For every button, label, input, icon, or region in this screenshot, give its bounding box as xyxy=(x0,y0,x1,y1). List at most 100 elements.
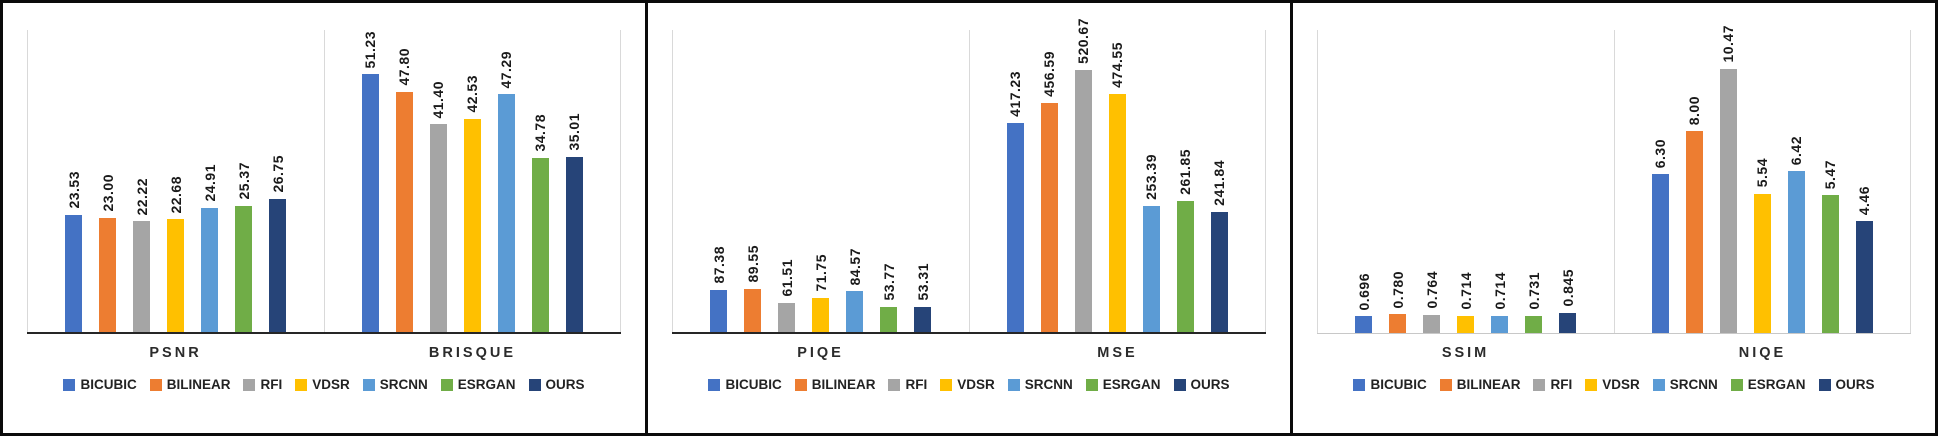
bar-value-label: 22.68 xyxy=(167,175,184,214)
bar-cell: 35.01 xyxy=(565,30,583,334)
legend-item-srcnn: SRCNN xyxy=(1007,377,1073,392)
bar-bicubic-piqe xyxy=(710,289,728,334)
legend-label: RFI xyxy=(1550,377,1573,392)
legend-swatch-icon xyxy=(1353,379,1366,391)
category-labels: PSNR BRISQUE xyxy=(27,345,621,361)
legend-label: ESRGAN xyxy=(457,377,516,392)
bar-cell: 22.22 xyxy=(133,30,151,334)
bar-cell: 23.00 xyxy=(99,30,117,334)
bar-value-label: 47.29 xyxy=(498,50,515,89)
bar-value-label: 4.46 xyxy=(1856,185,1873,215)
legend-swatch-icon xyxy=(1173,379,1186,391)
bar-srcnn-piqe xyxy=(846,291,864,334)
legend-swatch-icon xyxy=(888,379,901,391)
bar-cell: 26.75 xyxy=(269,30,287,334)
bar-bicubic-psnr xyxy=(65,214,83,334)
legend-label: BICUBIC xyxy=(725,377,782,392)
legend-swatch-icon xyxy=(440,379,453,391)
bar-ours-piqe xyxy=(914,307,932,334)
bar-cell: 10.47 xyxy=(1719,25,1737,334)
bar-value-label: 26.75 xyxy=(269,154,286,193)
bar-groups: 0.696 0.780 0.764 0.714 0.714 0.731 0.845 6.30 8… xyxy=(1317,25,1911,334)
bar-value-label: 23.53 xyxy=(65,171,82,209)
legend-swatch-icon xyxy=(1533,379,1546,391)
plot-area: 87.38 89.55 61.51 71.75 84.57 53.77 53.31 417.2… xyxy=(672,18,1266,334)
legend-label: OURS xyxy=(1835,377,1875,392)
category-label-piqe: PIQE xyxy=(797,345,844,361)
legend-label: VDSR xyxy=(1602,377,1640,392)
bar-cell: 8.00 xyxy=(1685,30,1703,334)
bar-bicubic-brisque xyxy=(361,74,379,334)
plot-border-left xyxy=(1317,30,1319,334)
plot-border-mid xyxy=(969,30,970,334)
bar-value-label: 25.37 xyxy=(235,161,252,200)
legend-item-bicubic: BICUBIC xyxy=(1353,377,1427,392)
bar-group-psnr: 23.53 23.00 22.22 22.68 24.91 25.37 26.75 xyxy=(27,30,324,334)
bar-value-label: 41.40 xyxy=(430,80,447,119)
bar-value-label: 0.731 xyxy=(1525,271,1542,310)
plot-border-mid xyxy=(1614,30,1615,334)
plot-border-left xyxy=(27,30,29,334)
bar-cell: 0.696 xyxy=(1355,30,1373,334)
bar-value-label: 5.54 xyxy=(1754,158,1771,188)
bar-cell: 0.731 xyxy=(1525,30,1543,334)
bar-rfi-brisque xyxy=(429,124,447,334)
bar-cell: 71.75 xyxy=(812,30,830,334)
legend-swatch-icon xyxy=(362,379,375,391)
bar-value-label: 241.84 xyxy=(1211,159,1228,206)
bar-ours-ssim xyxy=(1559,312,1577,334)
bar-group-niqe: 6.30 8.00 10.47 5.54 6.42 5.47 4.46 xyxy=(1614,25,1911,334)
bar-groups: 87.38 89.55 61.51 71.75 84.57 53.77 53.31 417.2… xyxy=(672,18,1266,334)
bar-esrgan-piqe xyxy=(880,306,898,334)
plot-area: 23.53 23.00 22.22 22.68 24.91 25.37 26.75 51.23… xyxy=(27,30,621,334)
bar-bilinear-piqe xyxy=(744,288,762,334)
bar-cell: 520.67 xyxy=(1074,18,1092,334)
legend-label: BILINEAR xyxy=(1456,377,1521,392)
legend-item-esrgan: ESRGAN xyxy=(1085,377,1161,392)
chart-panel-psnr-brisque: 23.53 23.00 22.22 22.68 24.91 25.37 26.75 51.23… xyxy=(3,3,645,433)
bar-vdsr-piqe xyxy=(812,297,830,334)
bar-group-mse: 417.23 456.59 520.67 474.55 253.39 261.85 241.… xyxy=(969,18,1266,334)
legend-label: BICUBIC xyxy=(1370,377,1427,392)
legend-swatch-icon xyxy=(243,379,256,391)
legend-item-rfi: RFI xyxy=(1533,377,1572,392)
bar-cell: 4.46 xyxy=(1855,30,1873,334)
bar-value-label: 0.780 xyxy=(1389,270,1406,309)
bar-cell: 417.23 xyxy=(1006,30,1024,334)
bar-bilinear-psnr xyxy=(99,217,117,334)
bar-rfi-piqe xyxy=(778,302,796,334)
bar-vdsr-ssim xyxy=(1457,315,1475,334)
bar-value-label: 89.55 xyxy=(744,245,761,283)
legend-label: BILINEAR xyxy=(811,377,876,392)
legend-item-bicubic: BICUBIC xyxy=(63,377,137,392)
bar-bilinear-mse xyxy=(1040,102,1058,334)
category-label-brisque: BRISQUE xyxy=(428,345,516,361)
category-axis xyxy=(672,332,1266,334)
legend-item-vdsr: VDSR xyxy=(1585,377,1640,392)
plot-border-left xyxy=(672,30,674,334)
bar-value-label: 87.38 xyxy=(710,246,727,284)
legend-swatch-icon xyxy=(1085,379,1098,391)
bar-value-label: 42.53 xyxy=(464,74,481,113)
bar-bilinear-ssim xyxy=(1389,314,1407,334)
bar-vdsr-psnr xyxy=(167,219,185,334)
bar-cell: 23.53 xyxy=(65,30,83,334)
category-axis xyxy=(27,332,621,334)
bar-cell: 253.39 xyxy=(1142,30,1160,334)
bar-cell: 5.54 xyxy=(1753,30,1771,334)
legend-swatch-icon xyxy=(1007,379,1020,391)
legend-item-ours: OURS xyxy=(528,377,585,392)
bar-cell: 0.714 xyxy=(1457,30,1475,334)
bar-cell: 47.29 xyxy=(497,30,515,334)
bar-cell: 41.40 xyxy=(429,30,447,334)
category-axis xyxy=(1317,333,1911,334)
bar-ours-niqe xyxy=(1855,221,1873,334)
plot-border-mid xyxy=(324,30,325,334)
plot-area: 0.696 0.780 0.764 0.714 0.714 0.731 0.845 6.30 8… xyxy=(1317,25,1911,334)
plot-border-right xyxy=(1264,30,1266,334)
legend: BICUBIC BILINEAR RFI VDSR SRCNN ESRGAN OURS xyxy=(648,377,1290,392)
bar-value-label: 10.47 xyxy=(1720,25,1737,63)
bar-bilinear-brisque xyxy=(395,91,413,334)
bar-cell: 84.57 xyxy=(846,30,864,334)
